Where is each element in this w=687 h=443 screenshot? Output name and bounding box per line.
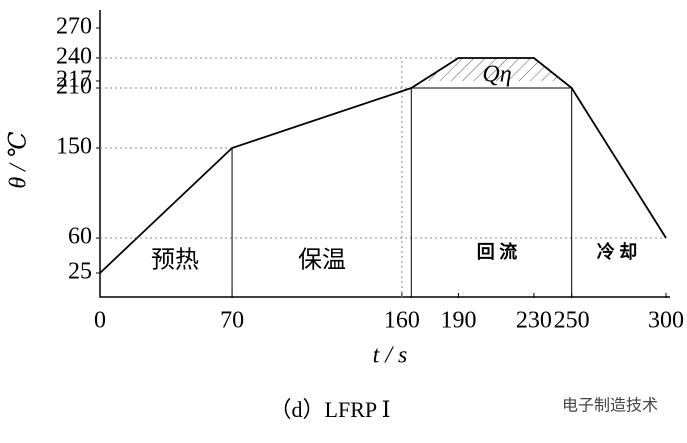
y-tick-label: 217 — [56, 67, 92, 93]
x-tick-label: 250 — [554, 308, 590, 334]
hatched-area — [422, 58, 563, 81]
x-tick-label: 230 — [516, 308, 552, 334]
y-tick-label: 240 — [56, 44, 92, 70]
y-tick-label: 60 — [68, 224, 92, 250]
x-tick-label: 70 — [220, 308, 244, 334]
annotation: 预热 — [151, 247, 199, 274]
watermark: 电子制造技术 — [562, 397, 658, 415]
x-tick-label: 190 — [440, 308, 476, 334]
y-tick-label: 25 — [68, 259, 92, 285]
annotation: 保温 — [298, 247, 346, 274]
y-tick-label: 210 — [56, 74, 92, 100]
x-tick-label: 300 — [648, 308, 684, 334]
x-tick-label: 0 — [94, 308, 106, 334]
annotation: 回 流 — [477, 241, 518, 262]
y-tick-label: 270 — [56, 14, 92, 40]
annotation: Qη — [482, 62, 511, 88]
annotation: 冷 却 — [597, 241, 638, 262]
profile-line — [99, 57, 667, 274]
caption: （d）LFRP Ⅰ — [270, 397, 391, 422]
x-axis-label: t / s — [373, 343, 408, 369]
y-axis-label: θ / ℃ — [6, 131, 32, 188]
x-tick-label: 160 — [384, 308, 420, 334]
y-tick-label: 150 — [56, 134, 92, 160]
